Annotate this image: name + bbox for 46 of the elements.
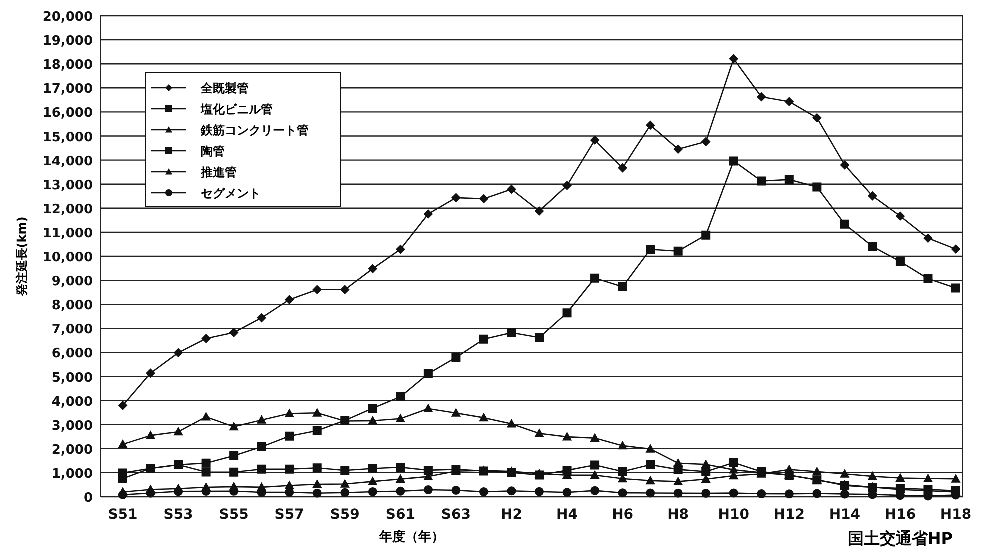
y-tick-label: 11,000 xyxy=(42,226,93,242)
text: 国土交通省HP xyxy=(848,529,954,548)
y-tick-label: 17,000 xyxy=(42,82,93,98)
legend-label: 鉄筋コンクリート管 xyxy=(200,124,309,138)
x-tick-label: S61 xyxy=(386,507,416,523)
legend-label: 塩化ビニル管 xyxy=(200,102,273,116)
y-tick-label: 13,000 xyxy=(42,178,93,194)
x-tick-label: H10 xyxy=(718,507,750,523)
y-tick-label: 3,000 xyxy=(52,418,93,434)
x-tick-label: S63 xyxy=(441,507,471,523)
x-tick-label: H16 xyxy=(884,507,916,523)
y-tick-label: 18,000 xyxy=(42,58,93,74)
y-tick-label: 1,000 xyxy=(52,466,93,482)
x-axis-title: 年度（年） xyxy=(378,529,444,545)
y-tick-label: 0 xyxy=(84,491,93,506)
y-tick-label: 12,000 xyxy=(42,202,93,218)
x-tick-label: H18 xyxy=(940,507,972,523)
legend-label: 全既製管 xyxy=(200,82,249,96)
x-tick-label: H6 xyxy=(612,507,634,523)
x-tick-label: H4 xyxy=(556,507,578,523)
y-tick-label: 4,000 xyxy=(52,394,93,410)
legend-label: セグメント xyxy=(201,186,261,200)
y-axis-title: 発注延長(km) xyxy=(15,216,29,298)
x-tick-label: S51 xyxy=(108,507,138,523)
y-tick-label: 16,000 xyxy=(42,106,93,122)
x-tick-label: S55 xyxy=(219,507,249,523)
y-tick-label: 10,000 xyxy=(42,250,93,266)
x-tick-label: H14 xyxy=(829,507,861,523)
x-tick-label: H2 xyxy=(501,507,522,523)
x-tick-label: H8 xyxy=(668,507,690,523)
y-tick-label: 7,000 xyxy=(52,322,93,338)
y-tick-label: 15,000 xyxy=(42,130,93,146)
y-tick-label: 6,000 xyxy=(52,346,93,362)
x-tick-label: S59 xyxy=(330,507,360,523)
legend-label: 陶管 xyxy=(201,144,225,158)
x-tick-label: H12 xyxy=(774,507,805,523)
y-tick-label: 5,000 xyxy=(52,370,93,386)
legend-label: 推進管 xyxy=(200,166,237,180)
y-tick-label: 20,000 xyxy=(42,10,93,25)
x-tick-label: S53 xyxy=(164,507,194,523)
y-tick-label: 14,000 xyxy=(42,154,93,170)
y-tick-label: 2,000 xyxy=(52,442,93,458)
y-tick-label: 19,000 xyxy=(42,34,93,50)
y-tick-label: 8,000 xyxy=(52,298,93,314)
y-tick-label: 9,000 xyxy=(52,274,93,290)
x-tick-label: S57 xyxy=(274,507,304,523)
